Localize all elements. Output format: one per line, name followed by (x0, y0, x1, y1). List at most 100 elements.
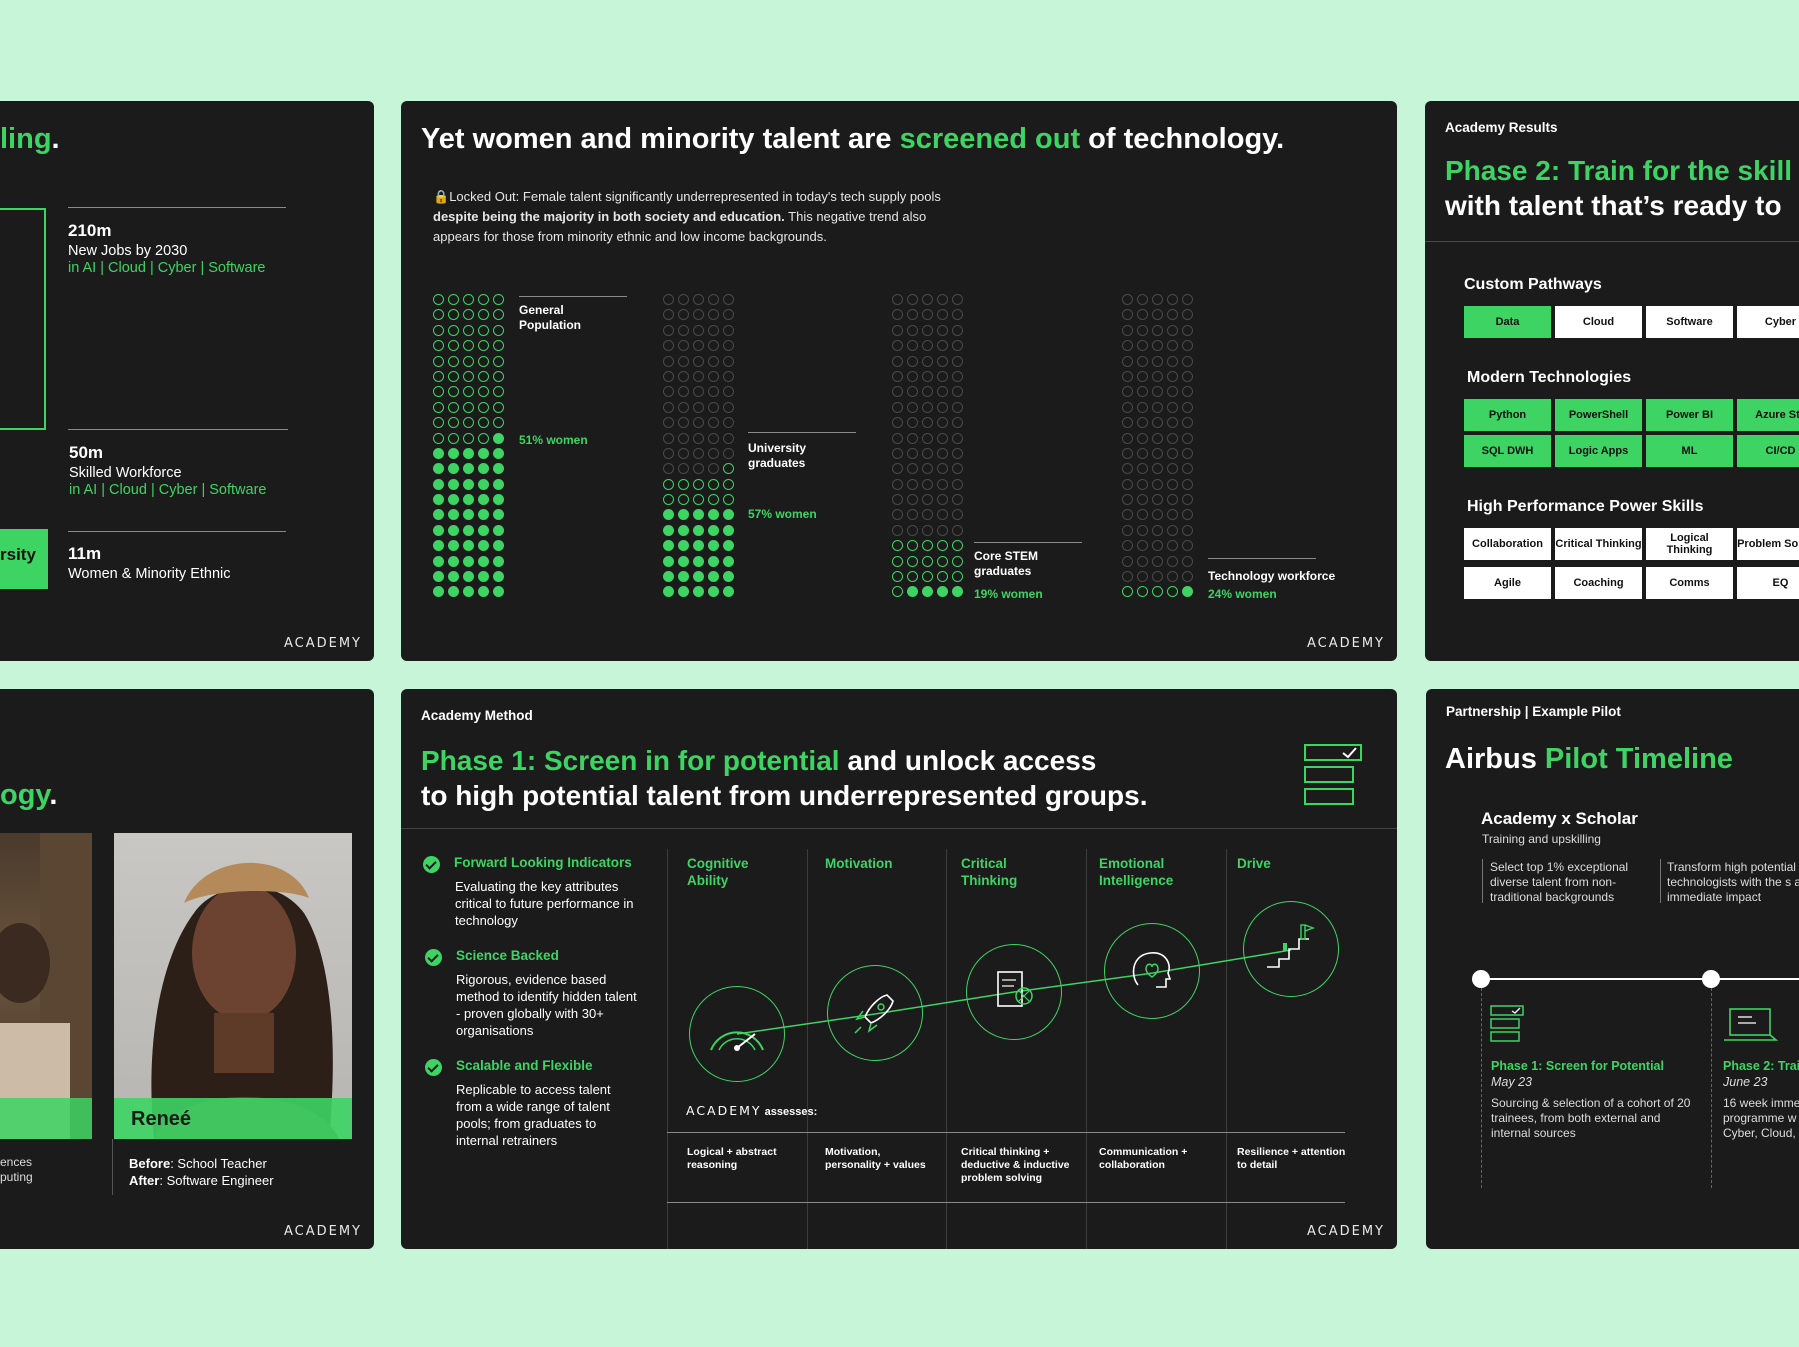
population-dot (1137, 478, 1148, 490)
stat-label: Skilled Workforce (69, 465, 182, 481)
phase-body: 16 week imme programme w Cyber, Cloud, (1723, 1096, 1799, 1140)
population-dot (723, 432, 734, 444)
population-dot (433, 478, 444, 490)
population-dot (478, 309, 489, 321)
population-dot (723, 463, 734, 475)
phase-title: Phase 2: Trai (1723, 1059, 1799, 1073)
population-dot (1152, 524, 1163, 536)
population-dot (937, 401, 948, 413)
population-dot (478, 571, 489, 583)
population-dot (937, 294, 948, 305)
population-dot (1182, 555, 1193, 567)
population-dot (937, 540, 948, 552)
population-dot (678, 370, 689, 382)
population-dot (463, 370, 474, 382)
population-dot (1152, 494, 1163, 506)
population-dot (1152, 309, 1163, 321)
population-dot (448, 370, 459, 382)
population-dot (937, 463, 948, 475)
population-dot (463, 478, 474, 490)
population-dot (952, 309, 963, 321)
population-dot (433, 524, 444, 536)
feature-body: Evaluating the key attributes critical t… (455, 879, 634, 928)
population-dot (693, 586, 704, 598)
feature-title: Science Backed (456, 948, 559, 963)
population-dot (663, 417, 674, 429)
population-dot (922, 586, 933, 598)
population-dot (463, 571, 474, 583)
population-dot (478, 463, 489, 475)
population-dot (952, 401, 963, 413)
population-dot (892, 370, 903, 382)
population-dot (952, 324, 963, 336)
population-dot (1167, 571, 1178, 583)
population-dot (1182, 386, 1193, 398)
population-dot (1152, 509, 1163, 521)
population-dot (448, 509, 459, 521)
population-dot (937, 478, 948, 490)
population-dot (892, 463, 903, 475)
population-dot (433, 555, 444, 567)
population-dot (433, 355, 444, 367)
population-dot (907, 417, 918, 429)
population-dot (922, 555, 933, 567)
population-dot (678, 571, 689, 583)
population-dot (493, 478, 504, 490)
group-pct: 19% women (974, 587, 1043, 601)
population-dot (693, 432, 704, 444)
phase-title: Phase 1: Screen for Potential (1491, 1059, 1664, 1073)
portrait-icon (151, 862, 339, 1139)
group-pct: 51% women (519, 433, 588, 447)
population-dot (922, 463, 933, 475)
population-dot (433, 386, 444, 398)
population-dot (922, 294, 933, 305)
head-heart-icon (1132, 952, 1172, 988)
column-desc: Motivation, personality + values (825, 1146, 926, 1171)
population-dot (922, 494, 933, 506)
population-dot (1167, 447, 1178, 459)
stat-sub: in AI | Cloud | Cyber | Software (68, 260, 266, 276)
population-dot (1122, 309, 1133, 321)
population-dot (892, 324, 903, 336)
population-dot (1167, 524, 1178, 536)
title-period: . (51, 123, 60, 155)
population-dot (708, 571, 719, 583)
population-dot (1137, 294, 1148, 305)
population-dot (693, 386, 704, 398)
population-dot (723, 355, 734, 367)
population-dot (1137, 540, 1148, 552)
population-dot (907, 571, 918, 583)
tech-pill: Azure Sta (1737, 399, 1799, 431)
tech-pill: CI/CD (1737, 435, 1799, 467)
photo-renee: Reneé (114, 833, 352, 1139)
stat-value: 50m (69, 443, 104, 462)
population-dot (937, 586, 948, 598)
population-dot (937, 370, 948, 382)
population-dot (937, 447, 948, 459)
population-dot (493, 463, 504, 475)
feature-body: Rigorous, evidence based method to ident… (456, 972, 637, 1038)
population-dot (693, 555, 704, 567)
population-dot (448, 294, 459, 305)
population-dot (1122, 478, 1133, 490)
population-dot (448, 540, 459, 552)
population-dot (463, 555, 474, 567)
population-dot (937, 417, 948, 429)
population-dot (1122, 432, 1133, 444)
population-dot (1182, 355, 1193, 367)
stat-bar-outline (0, 208, 46, 430)
population-dot (433, 294, 444, 305)
population-dot (892, 447, 903, 459)
population-dot (493, 509, 504, 521)
population-dot (678, 463, 689, 475)
population-dot (493, 355, 504, 367)
population-dot (433, 463, 444, 475)
population-dot (463, 524, 474, 536)
population-dot (723, 586, 734, 598)
population-dot (493, 401, 504, 413)
population-dot (493, 432, 504, 444)
population-dot (892, 524, 903, 536)
group-label: University graduates (748, 441, 807, 470)
population-dot (693, 340, 704, 352)
column-heading: Motivation (825, 856, 893, 871)
